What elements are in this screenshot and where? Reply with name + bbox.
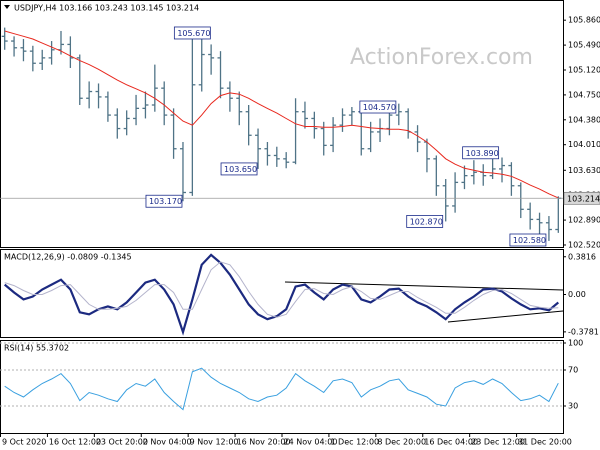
x-tick-label: 8 Dec 20:00 [377,438,426,447]
last-price-label: 103.214 [567,194,600,203]
y-tick-label: 70 [568,366,578,375]
x-tick-label: 24 Nov 04:00 [284,438,338,447]
watermark: ActionForex.com [350,45,533,70]
trend-line [447,310,564,323]
annotation-box [406,215,444,228]
annotation-label: 103.170 [149,197,182,206]
symbol-icon [4,5,10,9]
y-tick-label: 0.00 [568,290,586,299]
annotation-label: 102.580 [513,236,546,245]
x-tick-label: 9 Nov 12:00 [190,438,239,447]
last-price-box [563,191,600,205]
x-tick-label: 31 Dec 20:00 [518,438,572,447]
y-tick-label: 105.860 [568,16,600,25]
annotation-label: 103.650 [224,165,257,174]
y-tick-label: 105.120 [568,65,600,74]
macd-title: MACD(12,26,9) -0.0809 -0.1345 [4,253,132,262]
x-tick-label: 9 Oct 2020 [2,438,46,447]
y-tick-label: 102.520 [568,240,600,249]
y-tick-label: 104.010 [568,140,600,149]
x-tick-label: 1 Dec 12:00 [330,438,379,447]
annotation-label: 105.670 [177,29,210,38]
annotation-box [509,233,547,247]
series-line [4,261,559,318]
annotation-box [145,194,183,208]
trend-line [284,281,564,291]
x-tick-label: 2 Nov 04:00 [143,438,192,447]
annotation-label: 102.870 [410,217,443,226]
x-tick-label: 16 Nov 20:00 [237,438,291,447]
annotation-box [359,100,397,114]
series-line [3,253,560,336]
price-panel [0,0,564,248]
annotation-box [220,162,258,176]
y-tick-label: 102.890 [568,216,600,225]
y-tick-label: 30 [568,402,578,411]
annotation-box [462,146,500,160]
series-line [4,367,559,411]
moving-average [4,30,559,199]
y-tick-label: 103.630 [568,166,600,175]
price-title: USDJPY,H4 103.166 103.243 103.145 103.21… [14,4,199,13]
y-tick-label: -0.3781 [568,327,599,336]
rsi-panel [0,340,564,434]
y-tick-label: 105.490 [568,41,600,50]
y-tick-label: 104.750 [568,90,600,99]
x-tick-label: 23 Dec 12:00 [471,438,525,447]
annotation-label: 103.890 [466,149,499,158]
y-tick-label: 0.3816 [568,252,596,261]
macd-panel [0,249,564,338]
y-tick-label: 100 [568,339,583,348]
rsi-title: RSI(14) 55.3702 [4,344,69,353]
x-tick-label: 16 Dec 04:00 [424,438,478,447]
y-tick-label: 104.380 [568,115,600,124]
x-tick-label: 23 Oct 20:00 [96,438,148,447]
annotation-label: 104.570 [363,103,396,112]
annotation-box [173,26,211,40]
x-tick-label: 16 Oct 12:00 [49,438,101,447]
